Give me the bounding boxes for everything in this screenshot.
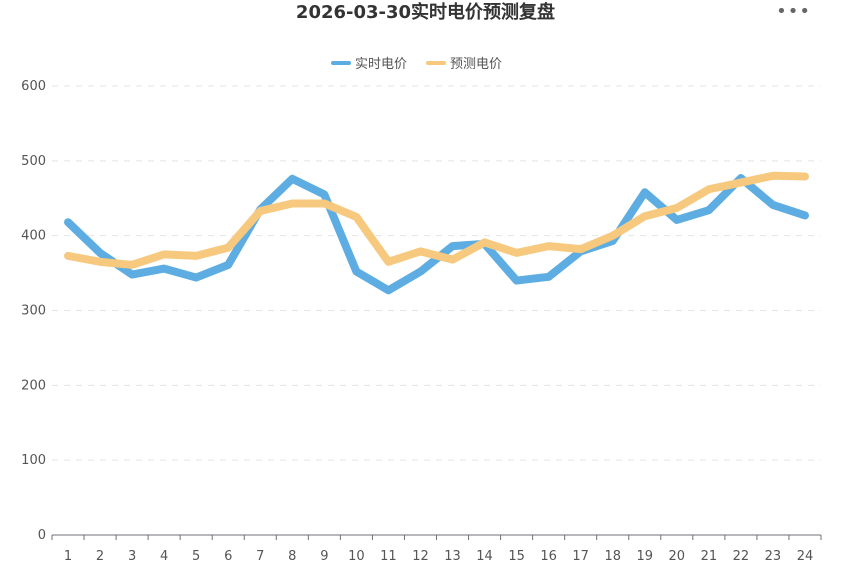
legend-label: 预测电价 xyxy=(450,57,502,72)
series-line-2 xyxy=(64,171,809,269)
y-tick-label: 500 xyxy=(21,154,46,169)
x-tick-label: 10 xyxy=(348,549,365,564)
x-tick-label: 20 xyxy=(669,549,686,564)
y-tick-label: 200 xyxy=(21,378,46,393)
x-tick-label: 15 xyxy=(508,549,525,564)
x-tick-label: 23 xyxy=(765,549,782,564)
grid-lines xyxy=(52,85,821,461)
y-tick-label: 0 xyxy=(38,528,46,543)
x-tick-label: 9 xyxy=(320,549,328,564)
x-tick-label: 14 xyxy=(476,549,493,564)
more-options-icon[interactable]: ••• xyxy=(776,1,811,22)
x-tick-label: 13 xyxy=(444,549,461,564)
legend-label: 实时电价 xyxy=(355,57,407,72)
x-tick-label: 4 xyxy=(160,549,168,564)
y-tick-label: 100 xyxy=(21,453,46,468)
chart-title: 2026-03-30实时电价预测复盘 xyxy=(295,2,556,23)
x-tick-label: 16 xyxy=(540,549,557,564)
x-tick-label: 12 xyxy=(412,549,429,564)
x-tick-label: 5 xyxy=(192,549,200,564)
x-tick-label: 3 xyxy=(128,549,136,564)
legend: 实时电价 预测电价 xyxy=(331,57,502,72)
x-tick-label: 11 xyxy=(380,549,397,564)
x-tick-label: 22 xyxy=(733,549,750,564)
x-tick-label: 17 xyxy=(572,549,589,564)
x-tick-label: 21 xyxy=(701,549,718,564)
x-tick-label: 1 xyxy=(64,549,72,564)
x-tick-label: 19 xyxy=(636,549,653,564)
y-tick-label: 300 xyxy=(21,304,46,319)
x-tick-label: 7 xyxy=(256,549,264,564)
series-lines xyxy=(64,171,809,295)
y-axis: 0 100 200 300 400 500 600 xyxy=(21,79,46,543)
x-tick-label: 18 xyxy=(604,549,621,564)
x-tick-label: 8 xyxy=(288,549,296,564)
x-tick-label: 6 xyxy=(224,549,232,564)
y-tick-label: 400 xyxy=(21,229,46,244)
y-tick-label: 600 xyxy=(21,79,46,94)
x-tick-label: 24 xyxy=(797,549,814,564)
x-axis: 1 2 3 4 5 6 7 8 9 10 11 12 13 14 15 16 17 18 19 20 21 22 23 24 xyxy=(51,534,822,564)
x-tick-label: 2 xyxy=(96,549,104,564)
